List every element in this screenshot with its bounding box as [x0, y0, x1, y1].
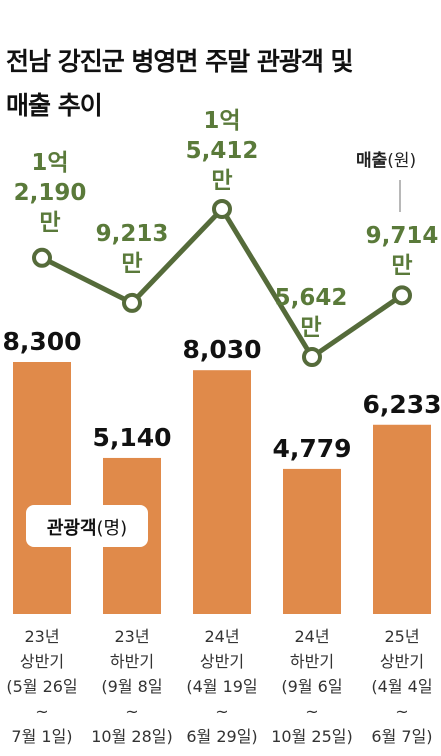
sales-value-label-5-1: 9,714: [366, 223, 439, 249]
sales-value-label-4-1: 5,642: [275, 285, 348, 311]
x-tick-label-1-2: 상반기: [20, 652, 64, 671]
x-tick-label-5-5: 6월 7일): [371, 727, 432, 746]
sales-point-1: [32, 247, 52, 268]
x-tick-label-3-3: (4월 19일: [186, 677, 257, 696]
chart-title: 전남 강진군 병영면 주말 관광객 및 매출 추이: [6, 40, 354, 128]
bar-value-label-1: 8,300: [2, 327, 81, 356]
title-line-2: 매출 추이: [6, 91, 103, 120]
x-tick-label-1-3: (5월 26일: [6, 677, 77, 696]
sales-value-label-1-1: 1억: [31, 150, 68, 176]
x-tick-label-2-1: 23년: [114, 627, 149, 646]
sales-value-label-4-2: 만: [300, 315, 321, 341]
x-tick-label-2-4: ~: [125, 702, 138, 721]
x-tick-label-1-1: 23년: [24, 627, 59, 646]
sales-value-label-3-3: 만: [211, 168, 232, 194]
sales-value-label-1-3: 만: [39, 210, 60, 236]
legend-sales-unit: (원): [387, 151, 417, 171]
sales-value-label-3-2: 5,412: [186, 138, 259, 164]
sales-point-2: [122, 292, 142, 313]
x-tick-label-5-4: ~: [395, 702, 408, 721]
bar-value-label-2: 5,140: [92, 423, 171, 452]
x-tick-label-1-4: ~: [35, 702, 48, 721]
x-tick-label-2-3: (9월 8일: [101, 677, 162, 696]
x-tick-label-4-3: (9월 6일: [281, 677, 342, 696]
bar-value-label-5: 6,233: [362, 390, 441, 419]
x-tick-label-5-2: 상반기: [380, 652, 424, 671]
bar-value-label-4: 4,779: [272, 434, 351, 463]
bar-value-label-3: 8,030: [182, 335, 261, 364]
x-tick-label-1-5: 7월 1일): [11, 727, 72, 746]
sales-value-label-3-1: 1억: [203, 108, 240, 134]
legend-visitors-box: [26, 505, 148, 547]
x-tick-label-2-5: 10월 28일): [91, 727, 173, 746]
bar-5: [373, 424, 431, 614]
x-tick-label-5-3: (4월 4일: [371, 677, 432, 696]
x-tick-label-3-2: 상반기: [200, 652, 244, 671]
bar-3: [193, 370, 251, 614]
legend-visitors: 관광객(명): [47, 518, 127, 539]
sales-point-4: [302, 347, 322, 367]
x-tick-label-5-1: 25년: [384, 627, 419, 646]
x-tick-label-4-2: 하반기: [290, 652, 334, 671]
x-tick-label-2-2: 하반기: [110, 652, 154, 671]
sales-value-label-2-2: 만: [121, 251, 142, 277]
x-tick-label-3-1: 24년: [204, 627, 239, 646]
x-tick-label-4-4: ~: [305, 702, 318, 721]
sales-value-label-1-2: 2,190: [14, 180, 87, 206]
title-line-1: 전남 강진군 병영면 주말 관광객 및: [6, 47, 354, 76]
legend-sales: 매출(원): [356, 146, 416, 171]
x-tick-label-4-1: 24년: [294, 627, 329, 646]
legend-visitors-label: 관광객: [47, 518, 97, 539]
legend-sales-label: 매출: [356, 151, 388, 171]
sales-point-3: [212, 199, 232, 219]
x-tick-label-4-5: 10월 25일): [271, 727, 353, 746]
sales-value-label-5-2: 만: [391, 253, 412, 279]
x-tick-label-3-5: 6월 29일): [186, 727, 257, 746]
legend-visitors-unit: (명): [97, 518, 128, 539]
sales-value-label-2-1: 9,213: [96, 221, 169, 247]
bar-4: [283, 468, 341, 614]
bar-1: [13, 362, 71, 614]
x-tick-label-3-4: ~: [215, 702, 228, 721]
sales-point-5: [392, 285, 412, 306]
